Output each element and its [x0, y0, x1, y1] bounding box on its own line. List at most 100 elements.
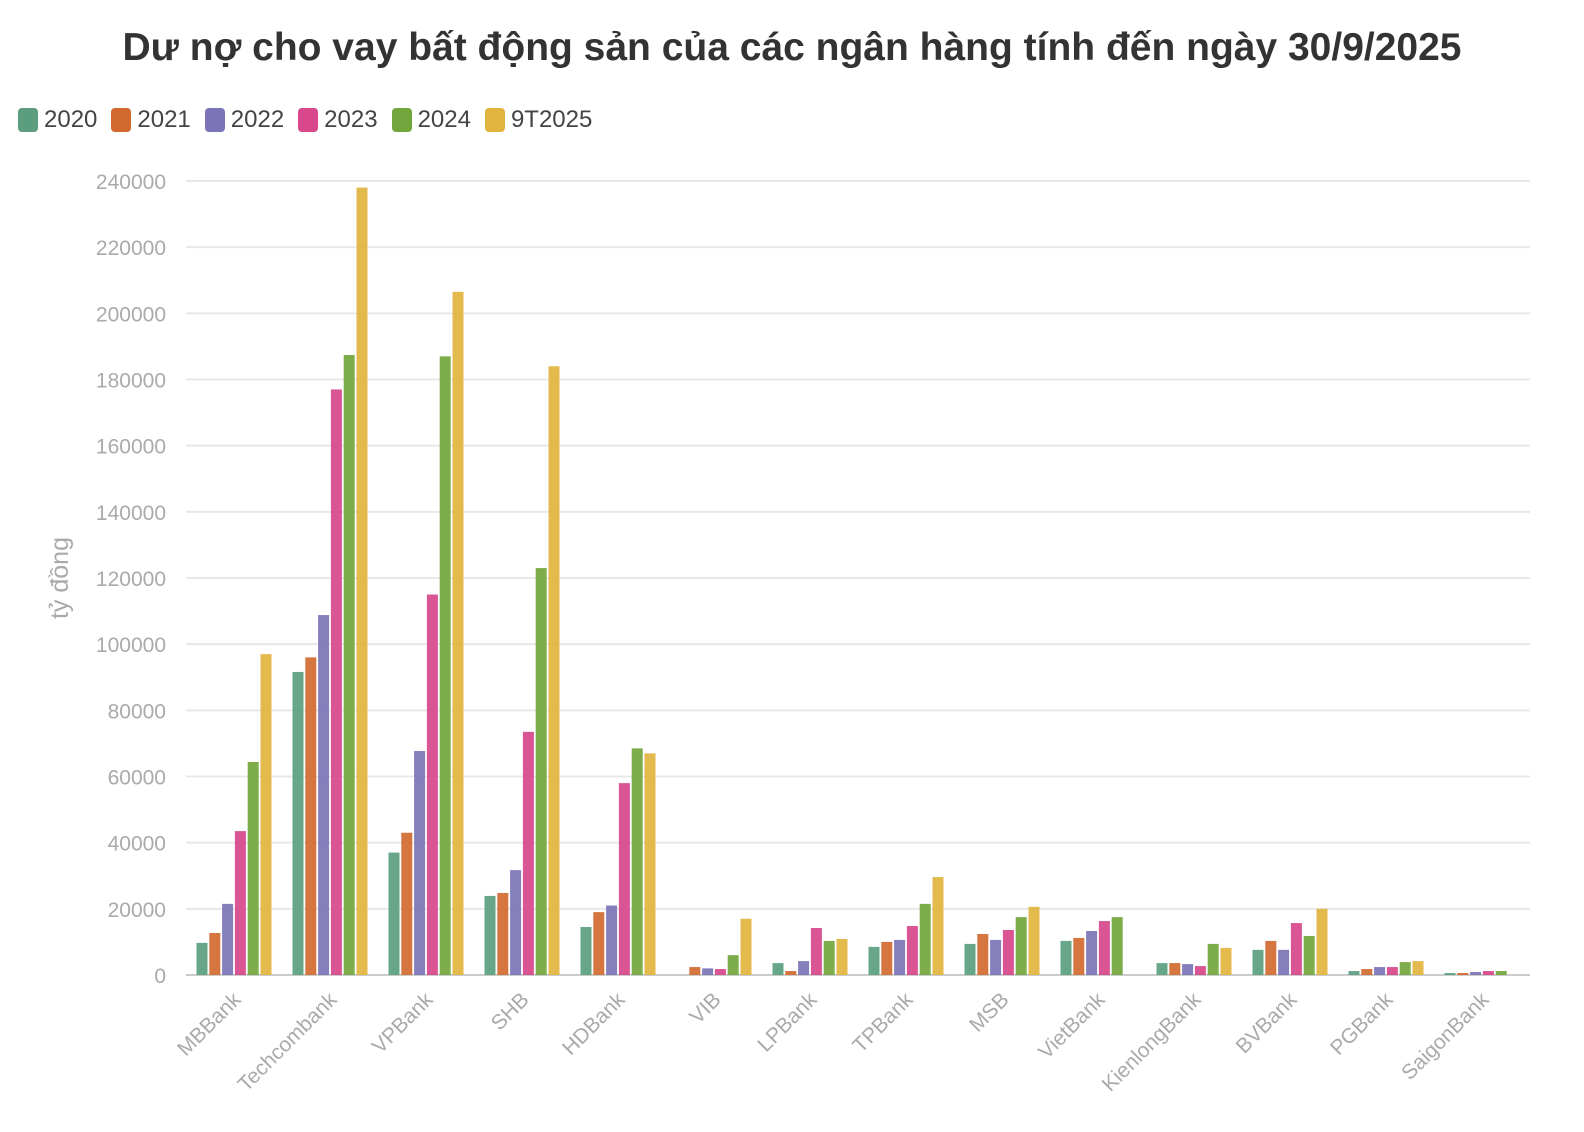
legend-label: 2021: [137, 106, 191, 133]
bar-2022-TPBank: [894, 939, 906, 975]
bar-2023-MSB: [1002, 930, 1014, 975]
legend-swatch: [18, 108, 38, 132]
legend-label: 2022: [230, 106, 285, 133]
bar-2023-Techcombank: [330, 389, 342, 975]
bar-2021-MSB: [977, 933, 989, 975]
bar-2024-Techcombank: [343, 355, 355, 976]
legend-item-2022[interactable]: 2022: [204, 106, 285, 134]
bar-2022-VietBank: [1086, 930, 1098, 975]
y-axis-label: tỷ đồng: [46, 537, 74, 619]
bar-2021-VietBank: [1073, 937, 1085, 975]
bar-2024-SHB: [535, 568, 547, 975]
bar-9T2025-PGBank: [1412, 961, 1424, 975]
bar-9T2025-Techcombank: [356, 187, 368, 975]
y-tick-label: 120000: [96, 568, 166, 591]
bar-9T2025-MSB: [1028, 906, 1040, 975]
x-tick-label: HDBank: [558, 988, 630, 1060]
y-tick-label: 40000: [108, 833, 166, 856]
bar-2023-MBBank: [234, 831, 246, 975]
bar-2021-LPBank: [785, 971, 797, 975]
bar-2024-MSB: [1015, 917, 1027, 975]
y-tick-label: 160000: [96, 436, 166, 459]
bar-2024-BVBank: [1303, 935, 1315, 975]
legend-label: 2020: [44, 106, 98, 133]
legend-label: 9T2025: [510, 106, 593, 133]
bar-2024-VPBank: [439, 356, 451, 975]
bar-2022-MBBank: [222, 903, 234, 975]
legend-item-2020[interactable]: 2020: [18, 106, 97, 134]
bar-2023-TPBank: [906, 926, 918, 975]
x-tick-label: BVBank: [1232, 988, 1302, 1058]
bar-9T2025-VIB: [740, 918, 752, 975]
bar-2022-PGBank: [1374, 967, 1386, 975]
bar-2021-VIB: [689, 967, 701, 975]
bar-2022-SaigonBank: [1470, 972, 1482, 975]
x-tick-label: VIB: [685, 988, 725, 1028]
legend-swatch: [391, 108, 412, 132]
bar-2023-SaigonBank: [1482, 971, 1494, 975]
legend-item-9T2025[interactable]: 9T2025: [484, 106, 593, 134]
y-tick-label: 180000: [96, 370, 166, 393]
y-tick-label: 60000: [108, 767, 166, 790]
bar-2020-VietBank: [1060, 940, 1072, 975]
legend: 2020 2021 2022 2023 2024 9T2025: [18, 106, 592, 134]
legend-swatch: [298, 108, 319, 132]
bar-2022-VPBank: [414, 751, 426, 975]
bar-2021-MBBank: [209, 932, 221, 975]
bar-2023-VietBank: [1098, 921, 1110, 975]
chart-title: Dư nợ cho vay bất động sản của các ngân …: [122, 26, 1462, 69]
y-tick-label: 20000: [108, 899, 166, 922]
bar-2022-BVBank: [1278, 949, 1290, 975]
bar-9T2025-MBBank: [260, 654, 272, 975]
bar-2023-PGBank: [1386, 967, 1398, 975]
bar-2024-LPBank: [823, 940, 835, 975]
bar-2024-TPBank: [919, 903, 931, 975]
bar-2023-VIB: [714, 969, 726, 975]
bar-2020-SaigonBank: [1444, 973, 1456, 975]
bar-2020-Techcombank: [292, 671, 304, 975]
bar-2024-HDBank: [631, 748, 643, 975]
bar-2020-LPBank: [772, 963, 784, 975]
legend-swatch: [204, 108, 225, 132]
bar-2024-SaigonBank: [1495, 971, 1507, 975]
bar-2024-PGBank: [1399, 962, 1411, 975]
bar-2020-BVBank: [1252, 949, 1264, 975]
bar-2023-KienlongBank: [1194, 966, 1206, 975]
legend-item-2024[interactable]: 2024: [391, 106, 471, 134]
y-tick-label: 100000: [96, 634, 166, 657]
legend-label: 2024: [417, 106, 471, 133]
x-tick-label: SHB: [487, 988, 534, 1035]
bar-9T2025-SHB: [548, 366, 560, 975]
bar-2021-HDBank: [593, 912, 605, 975]
bar-2021-KienlongBank: [1169, 963, 1181, 975]
legend-item-2023[interactable]: 2023: [298, 106, 378, 134]
x-tick-label: VPBank: [368, 988, 438, 1058]
bar-2021-Techcombank: [305, 657, 317, 975]
bar-9T2025-BVBank: [1316, 908, 1328, 975]
bar-2022-Techcombank: [318, 615, 330, 975]
bar-2021-SHB: [497, 892, 509, 975]
bar-2021-BVBank: [1265, 940, 1277, 975]
legend-swatch: [484, 108, 505, 132]
bar-2021-PGBank: [1361, 969, 1373, 975]
bar-2024-VietBank: [1111, 917, 1123, 975]
bar-2020-SHB: [484, 895, 496, 975]
bar-2022-SHB: [510, 870, 522, 975]
legend-swatch: [111, 108, 132, 132]
x-tick-label: MBBank: [173, 988, 246, 1061]
bar-2022-VIB: [702, 968, 714, 975]
bar-2023-BVBank: [1290, 923, 1302, 975]
x-tick-label: SaigonBank: [1397, 988, 1494, 1085]
y-tick-label: 220000: [96, 237, 166, 260]
y-tick-label: 200000: [96, 303, 166, 326]
bar-2021-TPBank: [881, 941, 893, 975]
bar-2022-HDBank: [606, 905, 618, 975]
bar-2023-LPBank: [810, 928, 822, 975]
bar-2020-VPBank: [388, 852, 400, 975]
bar-2022-LPBank: [798, 961, 810, 975]
y-tick-label: 0: [154, 965, 166, 988]
x-tick-label: Techcombank: [234, 988, 342, 1096]
bar-9T2025-VPBank: [452, 291, 464, 975]
legend-item-2021[interactable]: 2021: [111, 106, 191, 134]
bar-2023-VPBank: [426, 594, 438, 975]
